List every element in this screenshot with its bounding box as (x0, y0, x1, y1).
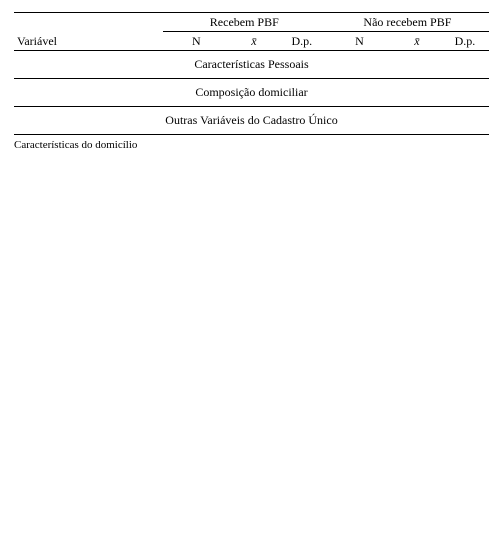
section-title-1-text: Características Pessoais (14, 51, 489, 79)
header-group-2: Não recebem PBF (326, 13, 489, 32)
header-d2: D.p. (441, 32, 489, 51)
header-d1: D.p. (278, 32, 326, 51)
header-variavel: Variável (14, 32, 163, 51)
section-title-1: Características Pessoais (14, 51, 489, 79)
header-n2: N (326, 32, 393, 51)
section-title-2-text: Composição domiciliar (14, 79, 489, 107)
header-cols-row: Variável N x̄ D.p. N x̄ D.p. (14, 32, 489, 51)
header-x1: x̄ (230, 32, 278, 51)
header-group-1: Recebem PBF (163, 13, 326, 32)
section-title-2: Composição domiciliar (14, 79, 489, 107)
header-x2: x̄ (393, 32, 441, 51)
summary-table: Recebem PBF Não recebem PBF Variável N x… (14, 12, 489, 135)
section-title-3: Outras Variáveis do Cadastro Único (14, 107, 489, 135)
header-group-row: Recebem PBF Não recebem PBF (14, 13, 489, 32)
table-container: Recebem PBF Não recebem PBF Variável N x… (0, 0, 503, 159)
section-title-3-text: Outras Variáveis do Cadastro Único (14, 107, 489, 135)
header-n1: N (163, 32, 230, 51)
footer-text: Características do domicílio (14, 135, 489, 151)
